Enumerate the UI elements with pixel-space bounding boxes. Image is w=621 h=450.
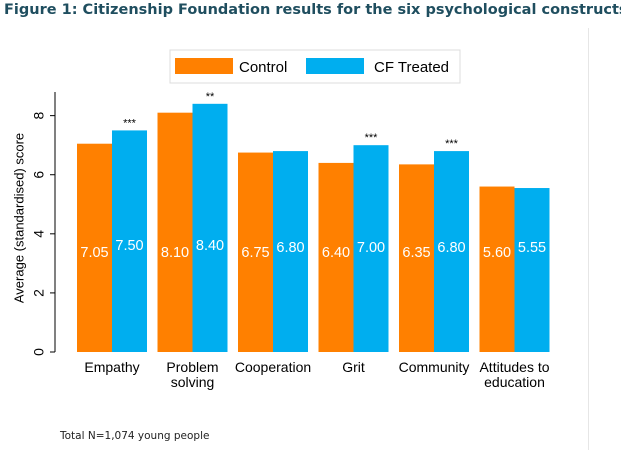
legend-label-treated: CF Treated [374,59,449,76]
y-axis-title: Average (standardised) score [11,133,26,303]
legend-swatch-control [175,58,233,74]
x-tick-label: Cooperation [235,359,311,375]
bars [77,103,550,353]
significance-marker: *** [123,117,137,129]
y-tick-label: 8 [31,112,47,120]
x-tick-label: education [484,374,545,390]
bar-control [318,162,354,352]
bar-value-label: 6.80 [276,240,304,256]
bar-value-labels: 7.05 7.50 *** 8.10 8.40 ** 6.75 6.80 6.40 7.00 ***… [80,91,546,261]
x-tick-label: Community [399,359,470,375]
bar-treated [434,151,469,352]
bar-control [479,186,515,352]
footnote: Total N=1,074 young people [60,430,210,442]
legend-swatch-treated [306,58,364,74]
bar-treated [192,103,228,353]
y-tick-label: 0 [31,348,47,356]
y-tick-label: 2 [31,289,47,297]
bar-control [238,152,273,352]
bar-value-label: 6.75 [241,245,269,261]
bar-treated [514,188,550,352]
bar-value-label: 8.40 [196,238,224,254]
plot-axes: 0 2 4 6 8 Average (standardised) score [11,92,56,356]
y-tick-label: 4 [31,230,47,238]
x-tick-label: Grit [342,359,365,375]
bar-treated [112,130,147,352]
x-tick-label: Attitudes to [479,359,549,375]
bar-value-label: 5.55 [518,240,546,256]
significance-marker: *** [445,138,459,150]
significance-marker: *** [365,132,379,144]
bar-value-label: 8.10 [161,245,189,261]
figure-title: Figure 1: Citizenship Foundation results… [4,2,621,18]
bar-treated [273,151,308,352]
bar-value-label: 6.40 [322,245,350,261]
bar-value-label: 6.35 [402,245,430,261]
bar-value-label: 5.60 [483,245,511,261]
legend-label-control: Control [239,59,287,76]
significance-marker: ** [206,91,215,103]
x-tick-label: Problem [166,359,218,375]
y-tick-label: 6 [31,171,47,179]
x-tick-label: solving [171,374,215,390]
bar-control [157,112,193,352]
bar-treated [353,145,389,352]
bar-value-label: 7.50 [115,238,143,254]
bar-control [399,164,434,352]
legend: Control CF Treated [169,49,461,84]
panel-divider [588,28,589,450]
x-tick-label: Empathy [84,359,139,375]
bar-value-label: 7.00 [357,240,385,256]
bar-value-label: 7.05 [80,245,108,261]
bar-value-label: 6.80 [437,240,465,256]
bar-control [77,143,112,352]
